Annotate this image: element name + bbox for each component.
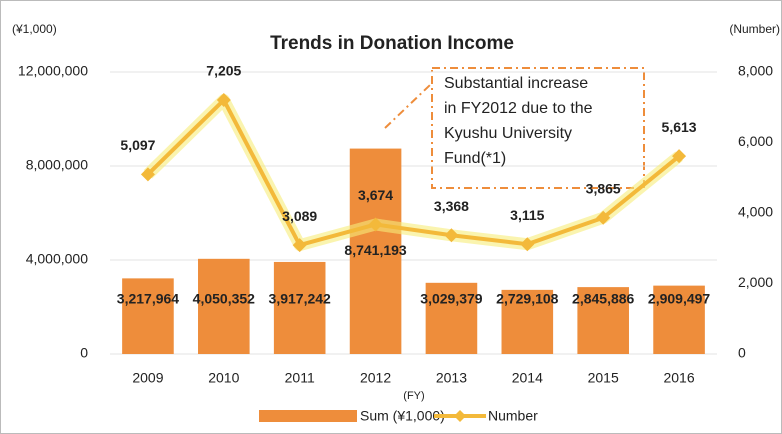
x-tick-label: 2015 [588, 370, 619, 386]
bar-label: 2,845,886 [572, 291, 634, 307]
y2-tick-label: 8,000 [738, 63, 773, 79]
x-axis-label: (FY) [403, 390, 424, 402]
y2-axis-label: (Number) [729, 22, 780, 36]
point-label: 3,674 [358, 187, 393, 203]
legend-swatch [259, 410, 357, 422]
point-label: 3,089 [282, 208, 317, 224]
annotation-pointer [384, 84, 431, 129]
bar [653, 285, 705, 354]
bar [577, 287, 629, 354]
point-label: 7,205 [206, 63, 241, 79]
bar [273, 261, 326, 354]
x-tick-label: 2009 [132, 370, 163, 386]
point-label: 3,865 [586, 180, 621, 196]
y2-tick-label: 2,000 [738, 274, 773, 290]
line-marker [444, 228, 459, 243]
annotation-text: Substantial increase [444, 75, 588, 92]
bar-label: 4,050,352 [193, 291, 255, 307]
y-tick-label: 8,000,000 [26, 157, 88, 173]
bar [425, 282, 478, 354]
y-axis-label: (¥1,000) [12, 22, 57, 36]
bar-label: 3,029,379 [420, 291, 482, 307]
y-tick-label: 0 [80, 345, 88, 361]
x-tick-label: 2013 [436, 370, 467, 386]
point-label: 5,613 [662, 119, 697, 135]
y2-tick-label: 6,000 [738, 133, 773, 149]
y2-tick-label: 0 [738, 345, 746, 361]
legend-label: Number [488, 408, 538, 424]
line-marker [140, 167, 155, 182]
annotation-text: Kyushu University [444, 125, 572, 142]
line [146, 98, 681, 248]
x-tick-label: 2012 [360, 370, 391, 386]
line-marker [368, 217, 383, 232]
bar [122, 278, 174, 354]
point-label: 3,368 [434, 198, 469, 214]
y-tick-label: 4,000,000 [26, 251, 88, 267]
y2-tick-label: 4,000 [738, 204, 773, 220]
bar-label: 3,917,242 [269, 291, 331, 307]
annotation-box [431, 67, 645, 189]
chart-title: Trends in Donation Income [270, 33, 514, 54]
x-tick-label: 2014 [512, 370, 543, 386]
legend-swatch [454, 410, 466, 422]
line-marker [216, 93, 231, 108]
line-marker [292, 238, 307, 253]
bar [349, 148, 402, 354]
line-marker [520, 237, 535, 252]
point-label: 3,115 [510, 207, 544, 223]
bar-label: 8,741,193 [344, 242, 406, 258]
bar [198, 258, 250, 354]
y-tick-label: 12,000,000 [18, 63, 88, 79]
line-marker [596, 210, 611, 225]
bar [501, 289, 554, 354]
x-tick-label: 2016 [663, 370, 694, 386]
annotation-text: in FY2012 due to the [444, 100, 593, 117]
x-tick-label: 2011 [285, 370, 315, 386]
legend-label: Sum (¥1,000) [360, 408, 445, 424]
bar-label: 2,909,497 [648, 291, 710, 307]
bar-label: 3,217,964 [117, 291, 179, 307]
x-tick-label: 2010 [208, 370, 239, 386]
annotation-text: Fund(*1) [444, 150, 506, 167]
line-marker [672, 149, 687, 164]
point-label: 5,097 [120, 137, 155, 153]
bar-label: 2,729,108 [496, 291, 558, 307]
